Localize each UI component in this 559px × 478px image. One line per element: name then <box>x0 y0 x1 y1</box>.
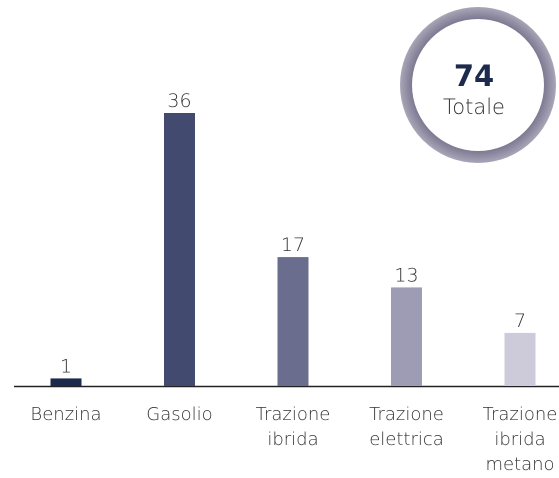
value-label: 7 <box>514 310 526 332</box>
total-label: Totale <box>443 95 505 119</box>
total-value: 74 <box>454 59 494 93</box>
category-label: Trazione ibrida <box>255 404 331 450</box>
category-label: Gasolio <box>146 404 213 425</box>
category-label: Trazione elettrica <box>369 404 444 450</box>
total-badge <box>412 19 544 151</box>
bar <box>391 287 422 386</box>
value-label: 1 <box>60 355 72 377</box>
bar <box>504 332 536 386</box>
value-label: 13 <box>394 264 418 286</box>
bar <box>50 378 82 386</box>
value-label: 17 <box>281 234 305 256</box>
bar <box>164 113 195 386</box>
value-label: 36 <box>167 90 191 112</box>
category-label: Trazione ibrida metano <box>482 404 558 475</box>
bar <box>277 257 309 386</box>
category-label: Benzina <box>30 404 102 425</box>
